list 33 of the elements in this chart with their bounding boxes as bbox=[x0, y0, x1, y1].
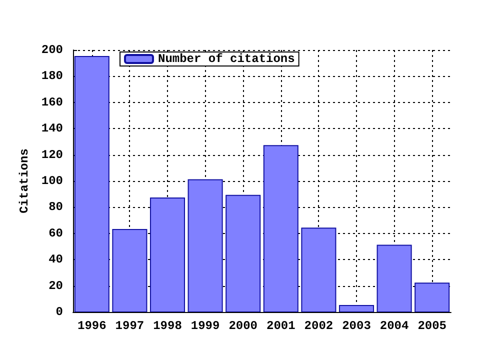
x-tick-label: 1998 bbox=[153, 319, 182, 333]
x-tick-label: 1997 bbox=[115, 319, 144, 333]
x-tick-label: 2004 bbox=[380, 319, 409, 333]
y-tick-label: 60 bbox=[48, 226, 63, 240]
y-tick-label: 20 bbox=[48, 278, 63, 293]
x-tick-label: 1996 bbox=[77, 319, 106, 333]
bar bbox=[301, 228, 336, 312]
x-tick-label: 2001 bbox=[266, 319, 296, 333]
y-tick-label: 200 bbox=[41, 43, 63, 57]
y-axis-title: Citations bbox=[17, 148, 32, 214]
bar bbox=[226, 194, 261, 312]
legend-label: Number of citations bbox=[158, 52, 295, 66]
y-tick-label: 80 bbox=[48, 200, 63, 214]
y-tick-label: 40 bbox=[48, 252, 63, 267]
bar bbox=[150, 198, 186, 312]
y-tick-label: 120 bbox=[41, 148, 63, 162]
y-tick-label: 140 bbox=[41, 122, 63, 136]
bar bbox=[376, 244, 412, 312]
bar bbox=[188, 179, 223, 312]
x-tick-label: 2003 bbox=[342, 319, 371, 333]
bar bbox=[414, 282, 450, 312]
y-tick-label: 0 bbox=[56, 305, 63, 319]
y-tick-label: 160 bbox=[41, 95, 63, 110]
bar bbox=[112, 228, 148, 312]
x-tick-label: 2005 bbox=[418, 319, 447, 333]
bar bbox=[74, 56, 110, 312]
bar bbox=[263, 145, 298, 312]
bar bbox=[338, 304, 374, 312]
y-tick-label: 180 bbox=[41, 69, 63, 84]
x-tick-label: 2002 bbox=[304, 319, 334, 333]
x-tick-label: 1999 bbox=[190, 319, 220, 333]
x-tick-label: 2000 bbox=[228, 319, 258, 333]
y-tick-label: 100 bbox=[41, 174, 63, 188]
